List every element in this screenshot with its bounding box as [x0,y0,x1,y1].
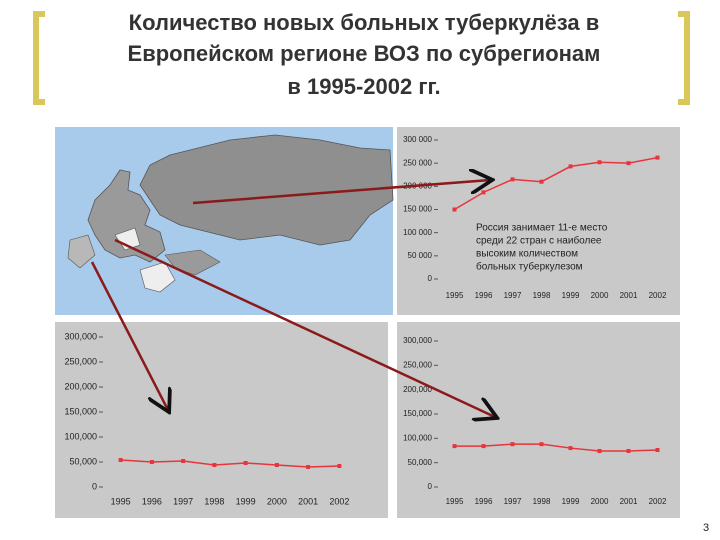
chart-panel [397,127,680,315]
y-tick-label: 250,000 [403,360,432,369]
x-tick-label: 2001 [620,497,638,506]
data-point [568,446,573,451]
data-point [568,164,573,169]
x-tick-label: 2000 [591,291,609,300]
data-point [626,448,631,453]
data-line [120,459,340,468]
x-tick-label: 2002 [329,496,349,506]
y-tick-label: 100,000 [403,433,432,442]
y-tick-label: 50 000 [408,251,433,260]
x-tick-label: 1999 [236,496,256,506]
x-tick-label: 1995 [446,291,464,300]
x-tick-label: 1998 [533,497,551,506]
title-line: в 1995-2002 гг. [287,74,440,99]
x-tick-label: 1999 [562,497,580,506]
y-tick-label: 0 [428,274,433,283]
x-tick-label: 1997 [173,496,193,506]
data-point [452,444,457,449]
y-tick-label: 150,000 [403,409,432,418]
x-tick-label: 1995 [111,496,131,506]
x-tick-label: 1996 [142,496,162,506]
x-tick-label: 2001 [620,291,638,300]
data-point [481,190,486,195]
data-point [452,207,457,212]
data-point [597,448,602,453]
data-point [510,177,515,182]
y-tick-label: 150,000 [64,406,97,416]
y-tick-label: 50,000 [408,458,433,467]
chart-panel [397,322,680,518]
x-tick-label: 2000 [591,497,609,506]
title-line: Количество новых больных туберкулёза в [129,10,600,35]
arrows [90,180,495,417]
data-point [212,463,217,467]
y-tick-label: 300,000 [403,336,432,345]
data-point [181,459,186,463]
data-point [481,444,486,449]
y-tick-label: 200,000 [403,385,432,394]
y-tick-label: 250 000 [403,158,432,167]
data-point [510,442,515,447]
y-tick-label: 100,000 [64,431,97,441]
x-tick-label: 1999 [562,291,580,300]
y-tick-label: 0 [428,482,433,491]
x-tick-label: 1997 [504,497,522,506]
data-point [243,461,248,465]
x-tick-label: 1995 [446,497,464,506]
data-line [454,443,658,452]
annotation: среди 22 стран с наиболее [476,235,602,247]
data-point [655,155,660,160]
chart-panel [55,322,388,518]
chart: 0 50,000 100,000 150,000 200,000 250,000 300,0… [55,322,388,518]
data-point [306,465,311,469]
x-tick-label: 1997 [504,291,522,300]
x-tick-label: 2000 [267,496,287,506]
annotation: высоким количеством [476,249,578,260]
y-tick-label: 250,000 [64,356,97,366]
x-tick-label: 1996 [475,291,493,300]
x-tick-label: 1998 [204,496,224,506]
y-tick-label: 0 [92,481,97,491]
bracket-right [678,11,690,105]
x-tick-label: 2002 [649,291,667,300]
annotation: Россия занимает 11-е место [476,223,608,234]
data-point [626,161,631,166]
data-point [149,460,154,464]
x-tick-label: 2001 [298,496,318,506]
data-point [274,463,279,467]
page-number: 3 [703,522,709,534]
x-tick-label: 2002 [649,497,667,506]
data-point [539,179,544,184]
data-point [118,458,123,462]
y-tick-label: 200,000 [64,381,97,391]
y-tick-label: 100 000 [403,228,432,237]
x-tick-label: 1998 [533,291,551,300]
data-point [337,464,342,468]
y-tick-label: 300 000 [403,135,432,144]
y-tick-label: 50,000 [69,456,97,466]
annotation: больных туберкулезом [476,261,583,273]
bracket-left [33,11,45,105]
y-tick-label: 300,000 [64,331,97,341]
data-point [655,448,660,453]
x-tick-label: 1996 [475,497,493,506]
data-point [539,442,544,447]
chart: 0 50,000 100,000 150,000 200,000 250,000 300,0… [397,322,680,518]
title-line: Европейском регионе ВОЗ по субрегионам [128,41,601,66]
map [55,127,394,315]
y-tick-label: 150 000 [403,205,432,214]
data-point [597,160,602,165]
